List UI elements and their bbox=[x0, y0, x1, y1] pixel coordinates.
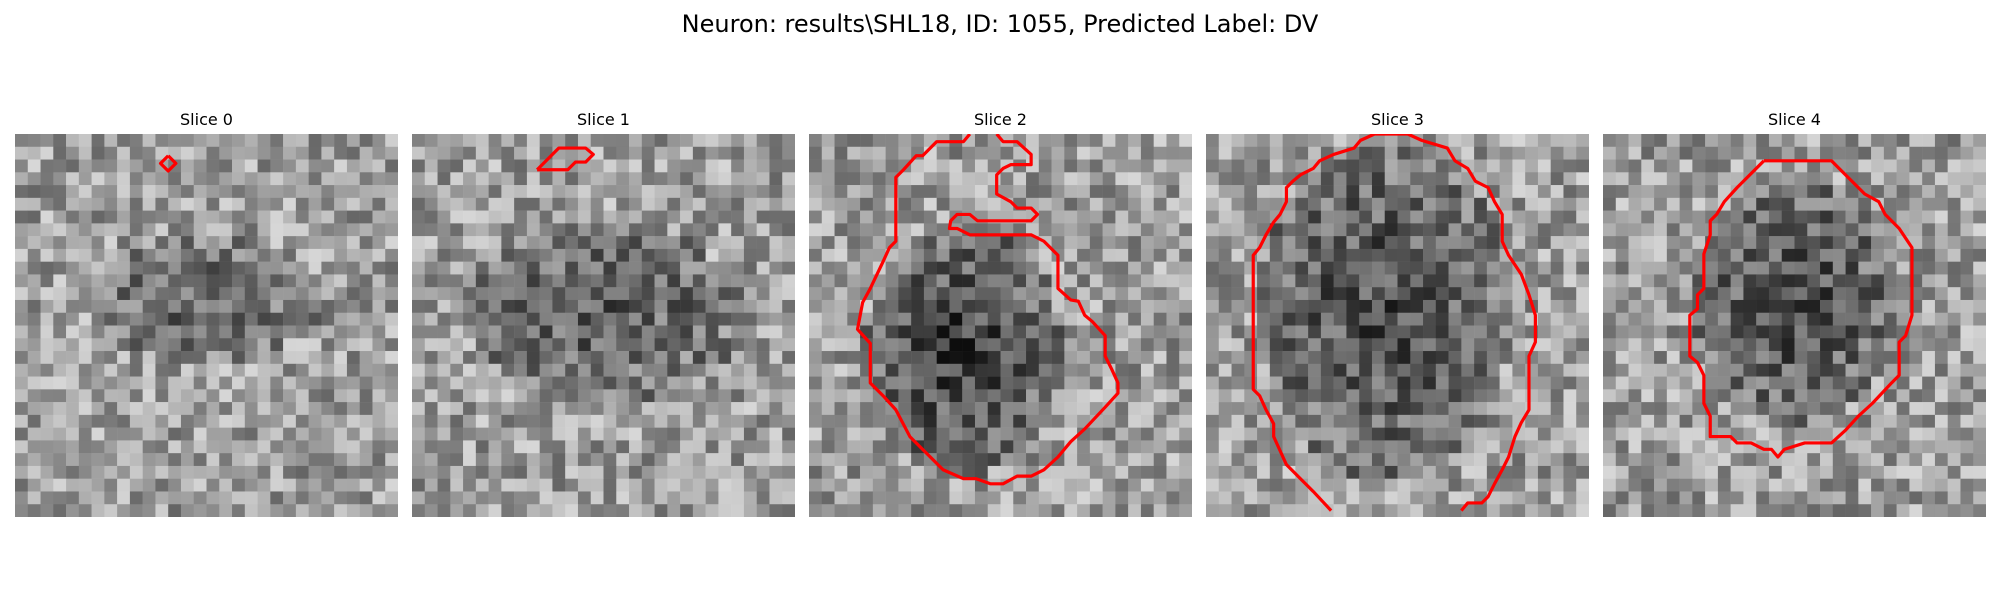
contour-1 bbox=[535, 146, 595, 172]
slice-image-4 bbox=[1603, 134, 1986, 517]
slice-image-1 bbox=[412, 134, 795, 517]
figure-title: Neuron: results\SHL18, ID: 1055, Predict… bbox=[681, 10, 1319, 38]
slice-image-3 bbox=[1206, 134, 1589, 517]
slice-panel-3: Slice 3 bbox=[1206, 109, 1589, 517]
contour-0 bbox=[158, 154, 178, 173]
slice-panel-1: Slice 1 bbox=[412, 109, 795, 517]
contour-3 bbox=[1251, 134, 1537, 512]
contour-2 bbox=[855, 134, 1120, 486]
slice-title-1: Slice 1 bbox=[577, 110, 630, 129]
slice-image-2 bbox=[809, 134, 1192, 517]
slice-panel-4: Slice 4 bbox=[1603, 109, 1986, 517]
contour-4 bbox=[1688, 159, 1914, 459]
slice-title-2: Slice 2 bbox=[974, 110, 1027, 129]
slice-title-4: Slice 4 bbox=[1768, 110, 1821, 129]
slice-title-0: Slice 0 bbox=[180, 110, 233, 129]
slice-image-0 bbox=[15, 134, 398, 517]
slice-title-3: Slice 3 bbox=[1371, 110, 1424, 129]
slice-panel-0: Slice 0 bbox=[15, 109, 398, 517]
slice-panel-2: Slice 2 bbox=[809, 109, 1192, 517]
